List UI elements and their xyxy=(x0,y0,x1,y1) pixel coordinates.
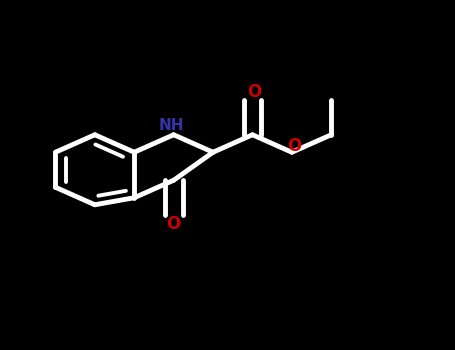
Text: O: O xyxy=(248,83,262,101)
Text: O: O xyxy=(167,215,181,233)
Text: O: O xyxy=(287,137,301,155)
Text: NH: NH xyxy=(159,119,184,133)
